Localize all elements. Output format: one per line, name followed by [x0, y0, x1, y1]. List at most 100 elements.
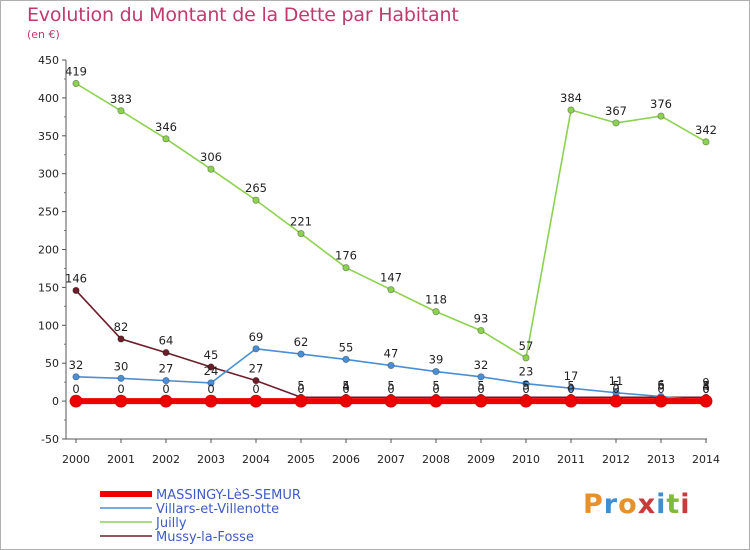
- data-label: 383: [110, 92, 132, 106]
- logo-letter: x: [637, 489, 657, 520]
- data-point: [519, 394, 533, 408]
- data-point: [657, 112, 665, 120]
- data-label: 147: [380, 271, 402, 285]
- data-point: [249, 394, 263, 408]
- logo-letter: i: [656, 489, 667, 520]
- data-label: 82: [114, 320, 129, 334]
- data-label: 27: [249, 362, 264, 376]
- data-point: [117, 107, 125, 115]
- data-point: [429, 394, 443, 408]
- legend-label: Villars-et-Villenotte: [156, 502, 279, 517]
- data-label: 57: [519, 339, 534, 353]
- data-label: 62: [294, 335, 309, 349]
- data-point: [207, 379, 215, 387]
- data-point: [564, 394, 578, 408]
- data-label: 55: [339, 340, 354, 354]
- data-point: [477, 373, 485, 381]
- x-tick-label: 2011: [557, 453, 585, 466]
- data-label: 0: [657, 382, 664, 396]
- data-label: 0: [72, 382, 79, 396]
- data-label: 0: [477, 382, 484, 396]
- data-label: 9: [702, 375, 709, 389]
- data-label: 265: [245, 181, 267, 195]
- y-tick-label: 350: [38, 130, 59, 143]
- data-label: 0: [297, 382, 304, 396]
- data-label: 5: [702, 378, 709, 392]
- data-point: [162, 377, 170, 385]
- x-tick-label: 2003: [197, 453, 225, 466]
- x-tick-label: 2005: [287, 453, 315, 466]
- data-label: 45: [204, 348, 219, 362]
- data-label: 23: [519, 365, 534, 379]
- data-label: 64: [159, 334, 174, 348]
- data-point: [297, 350, 305, 358]
- data-label: 384: [560, 91, 582, 105]
- y-tick-label: 300: [38, 168, 59, 181]
- data-point: [699, 394, 713, 408]
- data-point: [522, 380, 530, 388]
- y-tick-label: -50: [41, 433, 59, 446]
- data-label: 32: [474, 358, 489, 372]
- y-tick-label: 0: [52, 395, 59, 408]
- data-point: [252, 345, 260, 353]
- data-point: [114, 394, 128, 408]
- data-point: [69, 394, 83, 408]
- logo-letter: r: [603, 489, 619, 520]
- data-label: 6: [657, 378, 664, 392]
- series-lines: [69, 79, 713, 408]
- legend-label: MASSINGY-LèS-SEMUR: [156, 488, 301, 503]
- data-label: 0: [387, 382, 394, 396]
- x-tick-label: 2007: [377, 453, 405, 466]
- x-tick-label: 2006: [332, 453, 360, 466]
- data-point: [204, 394, 218, 408]
- data-point: [252, 377, 260, 385]
- legend: MASSINGY-LèS-SEMURVillars-et-VillenotteJ…: [100, 488, 301, 545]
- data-label: 221: [290, 215, 312, 229]
- data-label: 47: [384, 346, 399, 360]
- proxiti-logo: Proxiti: [583, 489, 691, 520]
- data-label: 0: [522, 382, 529, 396]
- data-point: [654, 394, 668, 408]
- data-point: [567, 384, 575, 392]
- data-point: [117, 335, 125, 343]
- data-label: 32: [69, 358, 84, 372]
- data-point: [117, 374, 125, 382]
- legend-label: Mussy-la-Fosse: [156, 530, 254, 545]
- data-label: 419: [65, 64, 87, 78]
- logo-letter: P: [583, 489, 604, 520]
- y-tick-label: 200: [38, 244, 59, 257]
- data-point: [207, 363, 215, 371]
- data-point: [522, 354, 530, 362]
- data-point: [342, 355, 350, 364]
- data-label: 0: [207, 382, 214, 396]
- y-tick-label: 250: [38, 206, 59, 219]
- data-point: [387, 286, 395, 294]
- data-label: 5: [342, 378, 349, 392]
- data-label: 69: [249, 330, 264, 344]
- chart-subtitle: (en €): [27, 28, 60, 41]
- data-point: [72, 286, 80, 295]
- data-label: 306: [200, 150, 222, 164]
- data-point: [339, 394, 353, 408]
- x-tick-label: 2010: [512, 453, 540, 466]
- data-label: 5: [477, 378, 484, 392]
- data-label: 346: [155, 120, 177, 134]
- legend-label: Juilly: [155, 516, 187, 531]
- data-point: [702, 138, 710, 146]
- data-point: [297, 229, 305, 238]
- data-label: 0: [342, 382, 349, 396]
- data-label: 0: [252, 382, 259, 396]
- data-label: 376: [650, 97, 672, 111]
- data-label: 0: [612, 382, 619, 396]
- logo-letter: t: [666, 489, 681, 520]
- x-tick-label: 2013: [647, 453, 675, 466]
- data-point: [159, 394, 173, 408]
- data-point: [72, 373, 80, 381]
- data-label: 5: [612, 378, 619, 392]
- data-point: [474, 394, 488, 408]
- data-label: 4: [342, 379, 349, 393]
- x-tick-label: 2012: [602, 453, 630, 466]
